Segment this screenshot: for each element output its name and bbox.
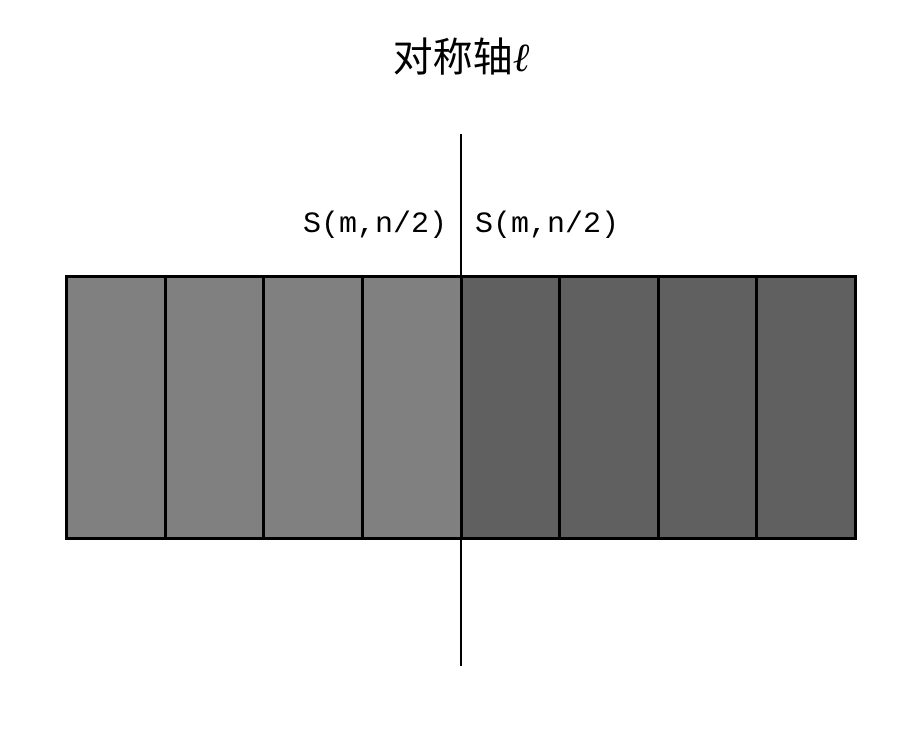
- left-cell: [167, 278, 263, 537]
- right-cell: [463, 278, 559, 537]
- symmetry-axis-bottom: [460, 540, 462, 666]
- label-right: S(m,n/2): [475, 208, 619, 242]
- title-text: 对称轴: [393, 35, 513, 80]
- title-symbol: ℓ: [513, 35, 530, 80]
- page-title: 对称轴ℓ: [393, 25, 530, 83]
- left-cell: [68, 278, 164, 537]
- right-cell: [561, 278, 657, 537]
- right-cell: [758, 278, 854, 537]
- left-cell: [265, 278, 361, 537]
- label-left: S(m,n/2): [303, 208, 447, 242]
- symmetry-axis-middle: [460, 275, 462, 540]
- right-cell: [660, 278, 756, 537]
- symmetry-axis-top: [460, 134, 462, 275]
- left-cell: [364, 278, 460, 537]
